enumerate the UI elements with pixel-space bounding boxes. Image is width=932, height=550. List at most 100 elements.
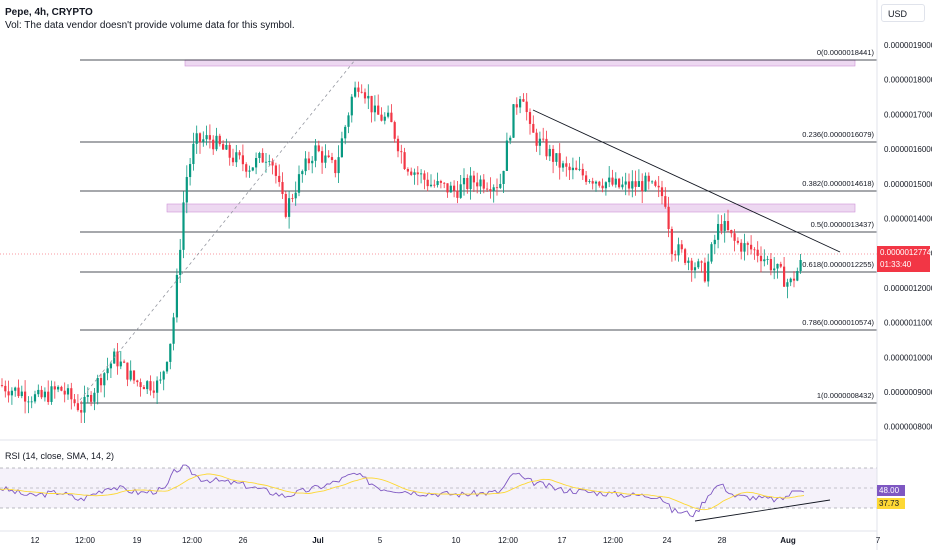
candle-body: [717, 223, 720, 240]
candle-body: [268, 161, 271, 163]
time-axis-label: 17: [558, 536, 567, 545]
candle-body: [380, 114, 383, 121]
candle-body: [740, 242, 743, 252]
price-axis-label: 0.0000008000: [884, 423, 932, 432]
candle-body: [763, 259, 766, 262]
candle-body: [360, 91, 363, 93]
candle-body: [555, 153, 558, 162]
mid-zone: [166, 203, 856, 213]
candle-body: [106, 368, 109, 374]
candle-body: [60, 386, 63, 391]
candle-body: [773, 268, 776, 271]
candle-body: [0, 385, 4, 386]
rsi-pane: 75.0025.00: [0, 460, 905, 522]
candle-body: [532, 123, 535, 133]
candle-body: [413, 172, 416, 175]
dashed-trendline: [79, 59, 356, 401]
candle-body: [789, 278, 792, 283]
candle-body: [301, 171, 304, 175]
candle-body: [53, 386, 56, 390]
time-axis-label: 5: [378, 536, 383, 545]
candle-body: [462, 177, 466, 185]
candle-body: [720, 223, 723, 231]
time-axis-label: 24: [663, 536, 672, 545]
candle-body: [235, 152, 238, 163]
candle-body: [119, 361, 122, 367]
fib-level-label: 0.236(0.0000016079): [802, 130, 874, 139]
candle-body: [591, 181, 594, 184]
candle-body: [123, 361, 126, 363]
candle-body: [80, 410, 83, 413]
candle-body: [486, 188, 489, 190]
candle-body: [759, 255, 763, 262]
fib-level-label: 0(0.0000018441): [817, 48, 875, 57]
currency-button[interactable]: USD: [881, 4, 925, 22]
candle-body: [96, 377, 99, 393]
price-axis-label: 0.0000014000: [884, 215, 932, 224]
fib-level-label: 0.382(0.0000014618): [802, 179, 874, 188]
candle-body: [7, 391, 10, 396]
candle-body: [594, 181, 598, 184]
candle-body: [472, 175, 475, 183]
candle-body: [611, 177, 614, 185]
candle-body: [710, 244, 713, 262]
candle-body: [383, 116, 386, 121]
candle-body: [311, 160, 314, 164]
price-axis-label: 0.0000011000: [884, 319, 932, 328]
candle-body: [258, 152, 261, 159]
candle-body: [66, 388, 70, 395]
candle-body: [680, 244, 683, 250]
candle-body: [175, 274, 178, 318]
top-zone: [184, 59, 856, 67]
candle-body: [601, 185, 604, 189]
candle-body: [429, 184, 433, 187]
candle-body: [548, 148, 551, 157]
candle-body: [291, 198, 294, 199]
price-axis-label: 0.0000019000: [884, 41, 932, 50]
candle-body: [189, 164, 192, 178]
candle-body: [525, 101, 528, 113]
candle-body: [179, 249, 182, 275]
candle-body: [693, 267, 697, 271]
candle-body: [522, 99, 525, 102]
candle-body: [456, 190, 459, 198]
candle-body: [139, 382, 142, 388]
candle-body: [459, 184, 462, 198]
candle-body: [228, 144, 231, 158]
candle-body: [212, 139, 215, 150]
candle-body: [327, 155, 330, 158]
candle-body: [222, 144, 225, 150]
candle-body: [294, 192, 297, 199]
candle-body: [647, 175, 650, 182]
candle-body: [634, 181, 637, 187]
time-axis-label: 12: [31, 536, 40, 545]
candle-body: [172, 317, 175, 344]
candle-body: [538, 138, 541, 146]
price-axis-background: [877, 0, 932, 550]
candle-body: [426, 179, 429, 187]
candle-body: [443, 182, 446, 184]
rsi-sma-line: [0, 473, 805, 511]
time-axis-label: 28: [718, 536, 727, 545]
candle-body: [528, 112, 532, 124]
time-axis-label: 12:00: [75, 536, 96, 545]
candle-body: [565, 163, 568, 167]
candle-body: [218, 135, 221, 145]
candle-body: [47, 391, 50, 402]
fibonacci-retracement: 0(0.0000018441) 0.236(0.0000016079) 0.382(…: [0, 48, 877, 404]
rsi-value-badge: 48.00: [877, 485, 905, 496]
symbol-title[interactable]: Pepe, 4h, CRYPTO: [5, 7, 93, 18]
candle-body: [746, 243, 749, 245]
candle-body: [73, 399, 76, 404]
candle-body: [618, 178, 621, 188]
candle-body: [614, 178, 617, 185]
candle-body: [83, 396, 86, 413]
time-axis-label: 10: [452, 536, 461, 545]
candle-body: [14, 387, 17, 391]
candle-body: [373, 105, 376, 113]
candle-body: [149, 381, 152, 391]
candle-body: [159, 379, 162, 381]
rsi-indicator-title[interactable]: RSI (14, close, SMA, 14, 2): [5, 451, 115, 461]
